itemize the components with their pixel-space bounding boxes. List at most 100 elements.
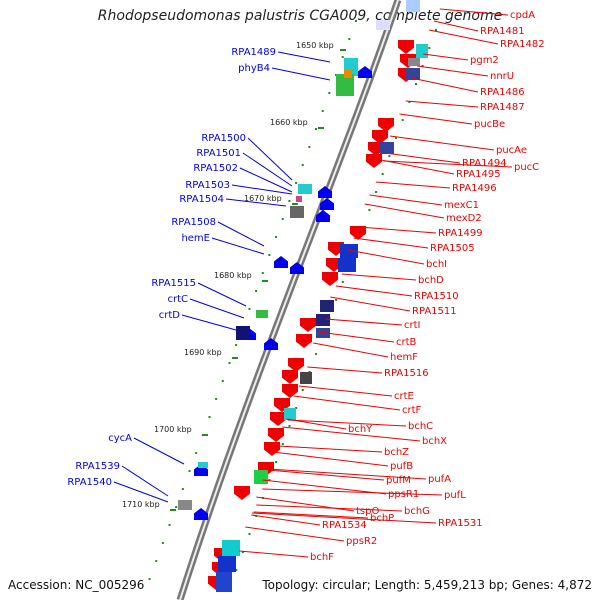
gene-feature[interactable] [408, 58, 420, 66]
gene-label[interactable]: bchI [426, 259, 447, 270]
gene-arrow[interactable] [288, 358, 304, 372]
gene-arrow[interactable] [320, 198, 334, 210]
gene-feature[interactable] [236, 326, 250, 340]
gene-label[interactable]: pucAe [496, 145, 527, 156]
gene-label[interactable]: RPA1508 [171, 217, 216, 228]
gene-label[interactable]: phyB4 [238, 63, 270, 74]
gene-label[interactable]: bchD [418, 275, 444, 286]
gene-label[interactable]: RPA1515 [151, 278, 196, 289]
gene-label[interactable]: RPA1482 [500, 39, 545, 50]
gene-feature[interactable] [284, 408, 296, 420]
gene-arrow[interactable] [270, 412, 286, 426]
gene-label[interactable]: RPA1539 [75, 461, 120, 472]
gene-label[interactable]: RPA1511 [412, 306, 457, 317]
gene-label[interactable]: crtE [394, 391, 414, 402]
gene-arrow[interactable] [296, 334, 312, 348]
gene-arrow[interactable] [350, 226, 366, 240]
gene-label[interactable]: bchZ [384, 447, 409, 458]
gene-label[interactable]: RPA1494 [462, 158, 507, 169]
gene-feature[interactable] [216, 572, 232, 592]
gene-feature[interactable] [406, 0, 420, 12]
gene-arrow[interactable] [316, 210, 330, 222]
gene-feature[interactable] [256, 310, 268, 318]
gene-label[interactable]: RPA1534 [322, 520, 367, 531]
gene-label[interactable]: mexD2 [446, 213, 482, 224]
gene-label[interactable]: pufL [444, 490, 466, 501]
gene-arrow[interactable] [234, 486, 250, 500]
gene-feature[interactable] [376, 20, 390, 30]
gene-label[interactable]: RPA1499 [438, 228, 483, 239]
gene-label[interactable]: cpdA [510, 10, 535, 21]
gene-label[interactable]: hemE [181, 233, 210, 244]
gene-feature[interactable] [300, 372, 312, 384]
gene-label[interactable]: crtC [167, 294, 188, 305]
gene-feature[interactable] [178, 500, 192, 510]
gene-label[interactable]: RPA1496 [452, 183, 497, 194]
gene-label[interactable]: RPA1540 [67, 477, 112, 488]
gene-feature[interactable] [320, 300, 334, 312]
gene-label[interactable]: crtB [396, 337, 417, 348]
gene-label[interactable]: crtF [402, 405, 422, 416]
gene-label[interactable]: nnrU [490, 71, 514, 82]
gene-feature[interactable] [338, 258, 356, 272]
gene-arrow[interactable] [194, 508, 208, 520]
gene-arrow[interactable] [264, 442, 280, 456]
gene-label[interactable]: RPA1505 [430, 243, 475, 254]
gene-arrow[interactable] [378, 118, 394, 132]
gene-feature[interactable] [218, 556, 236, 572]
gene-label[interactable]: RPA1500 [201, 133, 246, 144]
gene-feature[interactable] [344, 70, 352, 78]
gene-arrow[interactable] [282, 370, 298, 384]
gene-label[interactable]: bchP [370, 513, 394, 524]
gene-arrow[interactable] [300, 318, 316, 332]
gene-arrow[interactable] [290, 262, 304, 274]
gene-label[interactable]: RPA1510 [414, 291, 459, 302]
gene-label[interactable]: RPA1487 [480, 102, 525, 113]
gene-label[interactable]: RPA1486 [480, 87, 525, 98]
gene-arrow[interactable] [372, 130, 388, 144]
gene-label[interactable]: bchF [310, 552, 334, 563]
gene-arrow[interactable] [366, 154, 382, 168]
gene-arrow[interactable] [358, 66, 372, 78]
gene-feature[interactable] [198, 462, 208, 468]
gene-feature[interactable] [416, 44, 428, 58]
gene-label[interactable]: RPA1489 [231, 47, 276, 58]
gene-label[interactable]: bchC [408, 421, 433, 432]
gene-label[interactable]: ppsR1 [388, 489, 419, 500]
gene-feature[interactable] [290, 206, 304, 218]
gene-label[interactable]: RPA1516 [384, 368, 429, 379]
gene-label[interactable]: RPA1504 [179, 194, 224, 205]
gene-feature[interactable] [222, 540, 240, 556]
gene-feature[interactable] [316, 314, 330, 326]
gene-label[interactable]: pgm2 [470, 55, 499, 66]
gene-label[interactable]: pucC [514, 162, 539, 173]
gene-label[interactable]: pufM [386, 475, 411, 486]
gene-arrow[interactable] [398, 40, 414, 54]
gene-arrow[interactable] [274, 256, 288, 268]
gene-arrow[interactable] [264, 338, 278, 350]
gene-label[interactable]: pufA [428, 474, 451, 485]
gene-label[interactable]: bchX [422, 436, 447, 447]
gene-label[interactable]: RPA1531 [438, 518, 483, 529]
gene-label[interactable]: tspO [356, 506, 379, 517]
gene-label[interactable]: hemF [390, 352, 418, 363]
gene-arrow[interactable] [268, 428, 284, 442]
gene-feature[interactable] [254, 470, 268, 484]
gene-label[interactable]: cycA [108, 433, 132, 444]
gene-label[interactable]: RPA1481 [480, 26, 525, 37]
gene-feature[interactable] [296, 196, 302, 202]
gene-label[interactable]: RPA1501 [196, 148, 241, 159]
gene-feature[interactable] [298, 184, 312, 194]
gene-label[interactable]: mexC1 [444, 200, 479, 211]
gene-label[interactable]: RPA1503 [185, 180, 230, 191]
gene-label[interactable]: RPA1495 [456, 169, 501, 180]
gene-label[interactable]: pufB [390, 461, 413, 472]
gene-arrow[interactable] [322, 272, 338, 286]
gene-label[interactable]: RPA1502 [193, 163, 238, 174]
gene-label[interactable]: bchY [348, 424, 373, 435]
gene-label[interactable]: pucBe [474, 119, 505, 130]
gene-feature[interactable] [380, 142, 394, 154]
gene-feature[interactable] [340, 244, 358, 258]
gene-arrow[interactable] [318, 186, 332, 198]
gene-feature[interactable] [406, 68, 420, 80]
